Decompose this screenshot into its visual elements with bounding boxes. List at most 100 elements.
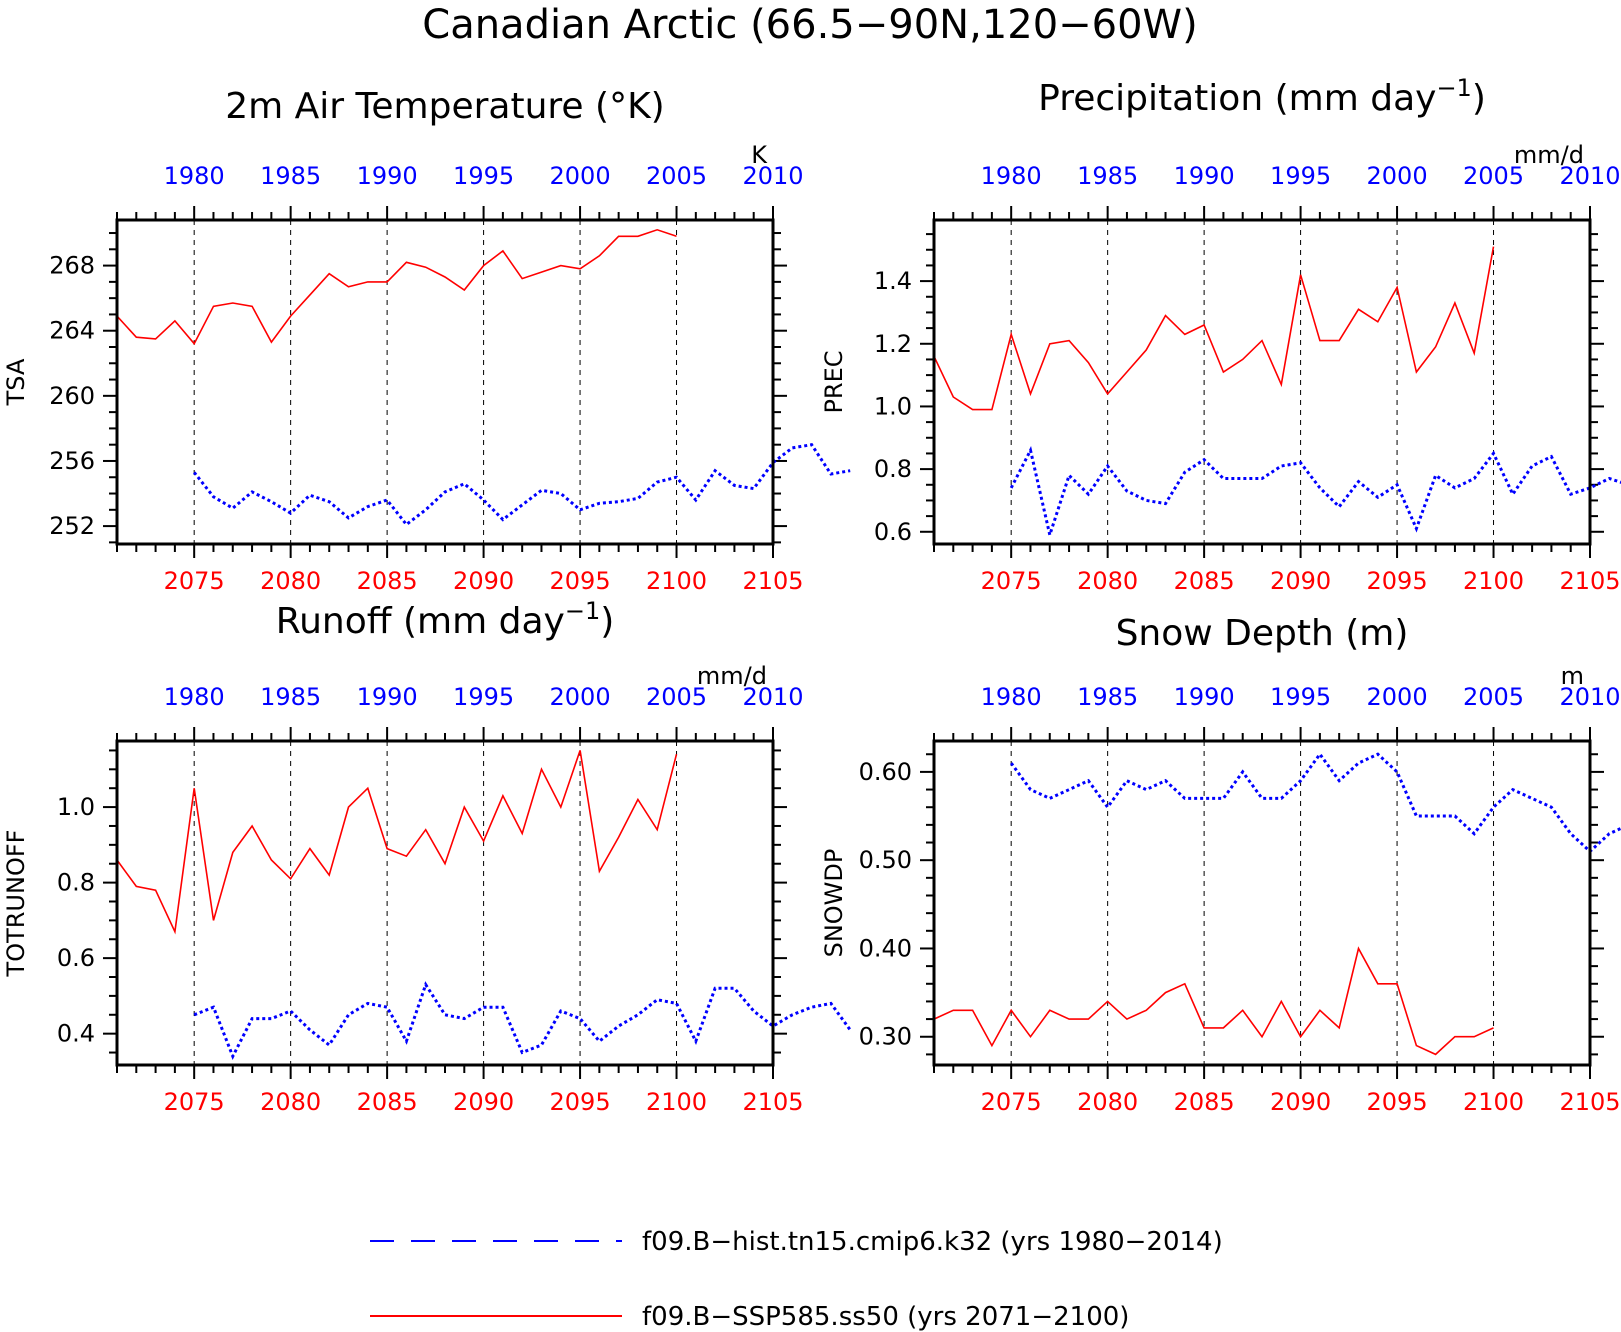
data-point-historical xyxy=(289,512,292,515)
data-point-historical xyxy=(444,490,447,493)
units-label: mm/d xyxy=(1514,141,1584,169)
plot-frame xyxy=(932,739,1592,1067)
bottom-tick-label: 2080 xyxy=(1077,1088,1138,1116)
data-point-ssp585 xyxy=(579,749,582,752)
data-point-ssp585 xyxy=(1280,1000,1283,1003)
series-line-ssp585 xyxy=(116,228,677,346)
data-point-ssp585 xyxy=(1299,273,1302,276)
top-tick-label: 1980 xyxy=(164,683,225,711)
data-point-ssp585 xyxy=(366,280,369,283)
data-point-ssp585 xyxy=(617,836,620,839)
y-tick-label: 256 xyxy=(49,447,95,475)
data-point-ssp585 xyxy=(289,315,292,318)
bottom-tick-label: 2105 xyxy=(1559,567,1620,595)
data-point-ssp585 xyxy=(193,342,196,345)
data-point-historical xyxy=(1299,779,1302,782)
top-tick-label: 2000 xyxy=(550,683,611,711)
data-point-ssp585 xyxy=(1106,1000,1109,1003)
data-point-ssp585 xyxy=(231,302,234,305)
series-line-ssp585 xyxy=(933,946,1494,1056)
bottom-tick-label: 2085 xyxy=(357,567,418,595)
y-tick-label: 0.50 xyxy=(859,846,912,874)
data-point-ssp585 xyxy=(463,289,466,292)
data-point-historical xyxy=(251,490,254,493)
top-tick-label: 2000 xyxy=(1367,162,1428,190)
y-tick-label: 0.30 xyxy=(859,1023,912,1051)
data-point-ssp585 xyxy=(1338,339,1341,342)
data-point-ssp585 xyxy=(1376,982,1379,985)
top-tick-label: 1985 xyxy=(260,162,321,190)
data-point-historical xyxy=(212,1006,215,1009)
data-point-historical xyxy=(1511,493,1514,496)
data-point-historical xyxy=(463,1017,466,1020)
top-tick-label: 1995 xyxy=(453,162,514,190)
data-point-historical xyxy=(482,499,485,502)
data-point-historical xyxy=(193,1013,196,1016)
data-point-ssp585 xyxy=(1357,947,1360,950)
data-point-ssp585 xyxy=(501,794,504,797)
data-point-historical xyxy=(1241,477,1244,480)
data-point-historical xyxy=(656,998,659,1001)
data-point-ssp585 xyxy=(521,832,524,835)
data-point-historical xyxy=(1261,797,1264,800)
data-point-historical xyxy=(1087,779,1090,782)
data-point-historical xyxy=(810,1006,813,1009)
bottom-tick-label: 2085 xyxy=(1174,1088,1235,1116)
data-point-ssp585 xyxy=(1357,308,1360,311)
data-point-ssp585 xyxy=(1183,333,1186,336)
bottom-tick-label: 2085 xyxy=(357,1088,418,1116)
data-point-historical xyxy=(1318,486,1321,489)
data-point-historical xyxy=(636,497,639,500)
data-point-historical xyxy=(579,1017,582,1020)
data-point-historical xyxy=(1531,465,1534,468)
figure-title: Canadian Arctic (66.5−90N,120−60W) xyxy=(422,2,1197,48)
y-tick-label: 268 xyxy=(49,252,95,280)
data-point-historical xyxy=(540,1044,543,1047)
data-point-ssp585 xyxy=(193,787,196,790)
data-point-historical xyxy=(193,471,196,474)
data-point-historical xyxy=(1280,465,1283,468)
data-point-ssp585 xyxy=(328,874,331,877)
y-axis-label: PREC xyxy=(820,350,848,413)
data-point-historical xyxy=(231,507,234,510)
data-point-ssp585 xyxy=(1087,1018,1090,1021)
top-tick-label: 2010 xyxy=(742,683,803,711)
data-point-ssp585 xyxy=(270,859,273,862)
data-point-historical xyxy=(1415,815,1418,818)
y-axis-label: TOTRUNOFF xyxy=(2,830,30,978)
data-point-ssp585 xyxy=(405,261,408,264)
data-point-historical xyxy=(1473,832,1476,835)
data-point-ssp585 xyxy=(1396,982,1399,985)
y-tick-label: 1.0 xyxy=(57,793,95,821)
panel-title: 2m Air Temperature (°K) xyxy=(225,86,664,127)
data-point-historical xyxy=(1222,477,1225,480)
bottom-tick-label: 2100 xyxy=(1463,567,1524,595)
data-point-historical xyxy=(1299,461,1302,464)
data-point-historical xyxy=(829,473,832,476)
data-point-historical xyxy=(636,1013,639,1016)
panel-title-main: Runoff (mm day xyxy=(276,601,565,642)
plot-frame xyxy=(932,218,1592,546)
bottom-tick-label: 2105 xyxy=(1559,1088,1620,1116)
bottom-tick-label: 2095 xyxy=(550,567,611,595)
top-tick-label: 1990 xyxy=(1174,683,1235,711)
data-point-historical xyxy=(1473,477,1476,480)
data-point-ssp585 xyxy=(952,1009,955,1012)
data-point-historical xyxy=(270,1017,273,1020)
data-point-historical xyxy=(829,1002,832,1005)
data-point-ssp585 xyxy=(1453,1035,1456,1038)
data-point-historical xyxy=(1492,452,1495,455)
data-point-historical xyxy=(289,1010,292,1013)
data-point-historical xyxy=(656,481,659,484)
data-point-historical xyxy=(1125,490,1128,493)
data-point-historical xyxy=(308,494,311,497)
data-point-ssp585 xyxy=(1164,314,1167,317)
data-point-historical xyxy=(1608,477,1611,480)
data-point-historical xyxy=(1145,499,1148,502)
top-tick-label: 1980 xyxy=(981,683,1042,711)
panel-title: Snow Depth (m) xyxy=(1116,613,1409,654)
top-tick-label: 1980 xyxy=(981,162,1042,190)
data-point-ssp585 xyxy=(1048,1009,1051,1012)
data-point-ssp585 xyxy=(1010,333,1013,336)
data-point-ssp585 xyxy=(1261,339,1264,342)
